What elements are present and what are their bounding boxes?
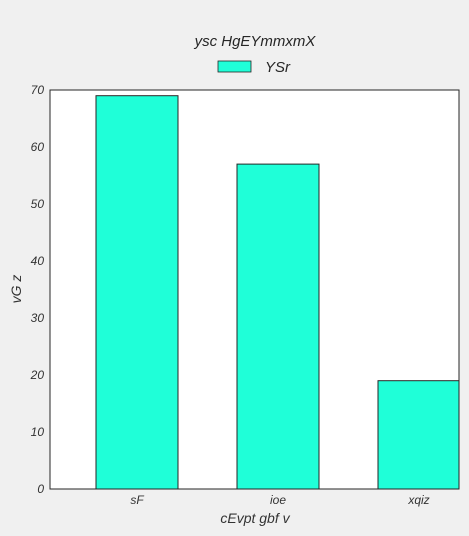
legend-swatch [217, 60, 252, 73]
y-tick-label: 10 [31, 425, 45, 439]
bar-sF [95, 95, 179, 490]
bars-group [95, 95, 460, 490]
bar-ioe [236, 163, 320, 490]
y-tick-label: 50 [31, 197, 45, 211]
x-tick-label: sF [130, 493, 144, 507]
y-axis-label: vG z [8, 275, 24, 304]
y-tick-label: 30 [31, 311, 45, 325]
x-axis-ticks: sF ioe xqiz [130, 493, 429, 507]
y-tick-label: 70 [31, 83, 45, 97]
y-tick-label: 40 [31, 254, 45, 268]
bar-xqiz [377, 380, 460, 490]
chart-title: ysc HgEYmmxmX [194, 33, 317, 50]
y-tick-label: 0 [37, 482, 44, 496]
x-axis-label: cEvpt gbf v [220, 510, 290, 526]
legend: YSr [217, 59, 291, 76]
legend-label: YSr [265, 59, 291, 76]
y-axis-ticks: 0 10 20 30 40 50 60 70 [30, 83, 45, 496]
y-tick-label: 60 [31, 140, 45, 154]
plot-frame [49, 89, 460, 490]
x-tick-label: xqiz [407, 493, 429, 507]
y-tick-label: 20 [30, 368, 45, 382]
x-tick-label: ioe [270, 493, 286, 507]
